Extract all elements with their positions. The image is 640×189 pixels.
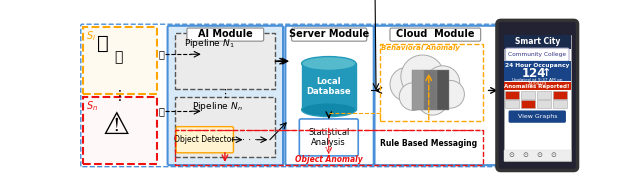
- Ellipse shape: [301, 57, 356, 70]
- Text: Statistical
Analysis: Statistical Analysis: [308, 128, 349, 147]
- FancyBboxPatch shape: [168, 26, 283, 165]
- Bar: [537, 100, 551, 108]
- FancyBboxPatch shape: [300, 119, 358, 156]
- Text: 🏃: 🏃: [114, 50, 122, 64]
- Bar: [175, 97, 275, 157]
- Circle shape: [399, 83, 428, 110]
- Text: Object Detector: Object Detector: [175, 135, 235, 144]
- Text: Pipeline $N_n$: Pipeline $N_n$: [191, 100, 242, 113]
- Bar: [506, 91, 520, 99]
- Bar: [424, 70, 436, 110]
- FancyBboxPatch shape: [187, 28, 264, 41]
- Bar: [553, 100, 566, 108]
- Bar: [412, 70, 424, 110]
- Text: · · ·: · · ·: [242, 135, 257, 145]
- Bar: [504, 150, 571, 160]
- FancyBboxPatch shape: [509, 110, 566, 123]
- Text: Community College: Community College: [508, 52, 566, 57]
- Text: ⊙: ⊙: [550, 152, 556, 158]
- FancyBboxPatch shape: [497, 20, 577, 170]
- Bar: [83, 27, 157, 94]
- Text: Server Module: Server Module: [289, 29, 369, 39]
- Text: $S_i$: $S_i$: [86, 29, 96, 43]
- Text: 24 Hour Occupancy: 24 Hour Occupancy: [505, 63, 570, 68]
- Bar: [83, 97, 157, 164]
- Text: · · ·: · · ·: [506, 85, 521, 95]
- FancyBboxPatch shape: [292, 28, 367, 41]
- Text: ⋮: ⋮: [220, 88, 230, 98]
- Text: 124: 124: [522, 67, 547, 80]
- Circle shape: [417, 84, 448, 115]
- Bar: [506, 100, 520, 108]
- Text: Cloud  Module: Cloud Module: [396, 29, 474, 39]
- Text: Behavioral Anomaly: Behavioral Anomaly: [381, 45, 460, 51]
- Bar: [521, 100, 535, 108]
- Bar: [436, 70, 449, 110]
- FancyBboxPatch shape: [374, 26, 498, 165]
- Text: ⋮: ⋮: [113, 89, 127, 103]
- Text: ⊙: ⊙: [536, 152, 543, 158]
- Text: ⚠: ⚠: [102, 111, 130, 140]
- Text: 📷: 📷: [159, 49, 164, 59]
- Bar: [537, 91, 551, 99]
- Bar: [553, 91, 566, 99]
- Text: 🏃: 🏃: [97, 33, 109, 53]
- Text: Pipeline $N_1$: Pipeline $N_1$: [184, 36, 235, 50]
- Bar: [521, 91, 535, 99]
- Circle shape: [426, 66, 460, 100]
- Text: ⊙: ⊙: [523, 152, 529, 158]
- Text: $S_n$: $S_n$: [86, 99, 98, 113]
- Text: ⊙: ⊙: [509, 152, 515, 158]
- Text: 📷: 📷: [159, 106, 164, 116]
- FancyBboxPatch shape: [390, 28, 481, 41]
- Text: View Graphs: View Graphs: [518, 114, 557, 119]
- FancyBboxPatch shape: [176, 127, 234, 153]
- Bar: [175, 33, 275, 89]
- Text: 14/09/23: 14/09/23: [527, 82, 547, 86]
- FancyBboxPatch shape: [506, 48, 569, 61]
- Text: ↑: ↑: [542, 68, 551, 78]
- Circle shape: [390, 67, 424, 101]
- Ellipse shape: [301, 103, 356, 117]
- Bar: [504, 61, 571, 81]
- Text: Rule Based Messaging: Rule Based Messaging: [380, 139, 477, 148]
- Text: Smart City: Smart City: [515, 37, 560, 46]
- Text: Anomalies Reported!: Anomalies Reported!: [504, 84, 570, 89]
- Text: Object Anomaly: Object Anomaly: [295, 155, 363, 164]
- Circle shape: [401, 55, 444, 98]
- Circle shape: [436, 81, 465, 108]
- Text: AI Module: AI Module: [198, 29, 252, 39]
- Bar: [504, 35, 571, 160]
- Text: Updated at 9:37 AM on: Updated at 9:37 AM on: [512, 78, 563, 82]
- Bar: [504, 82, 571, 91]
- Bar: [504, 35, 571, 49]
- Text: Local
Database: Local Database: [307, 77, 351, 96]
- FancyBboxPatch shape: [81, 24, 572, 167]
- FancyBboxPatch shape: [285, 26, 374, 165]
- Bar: [301, 64, 356, 110]
